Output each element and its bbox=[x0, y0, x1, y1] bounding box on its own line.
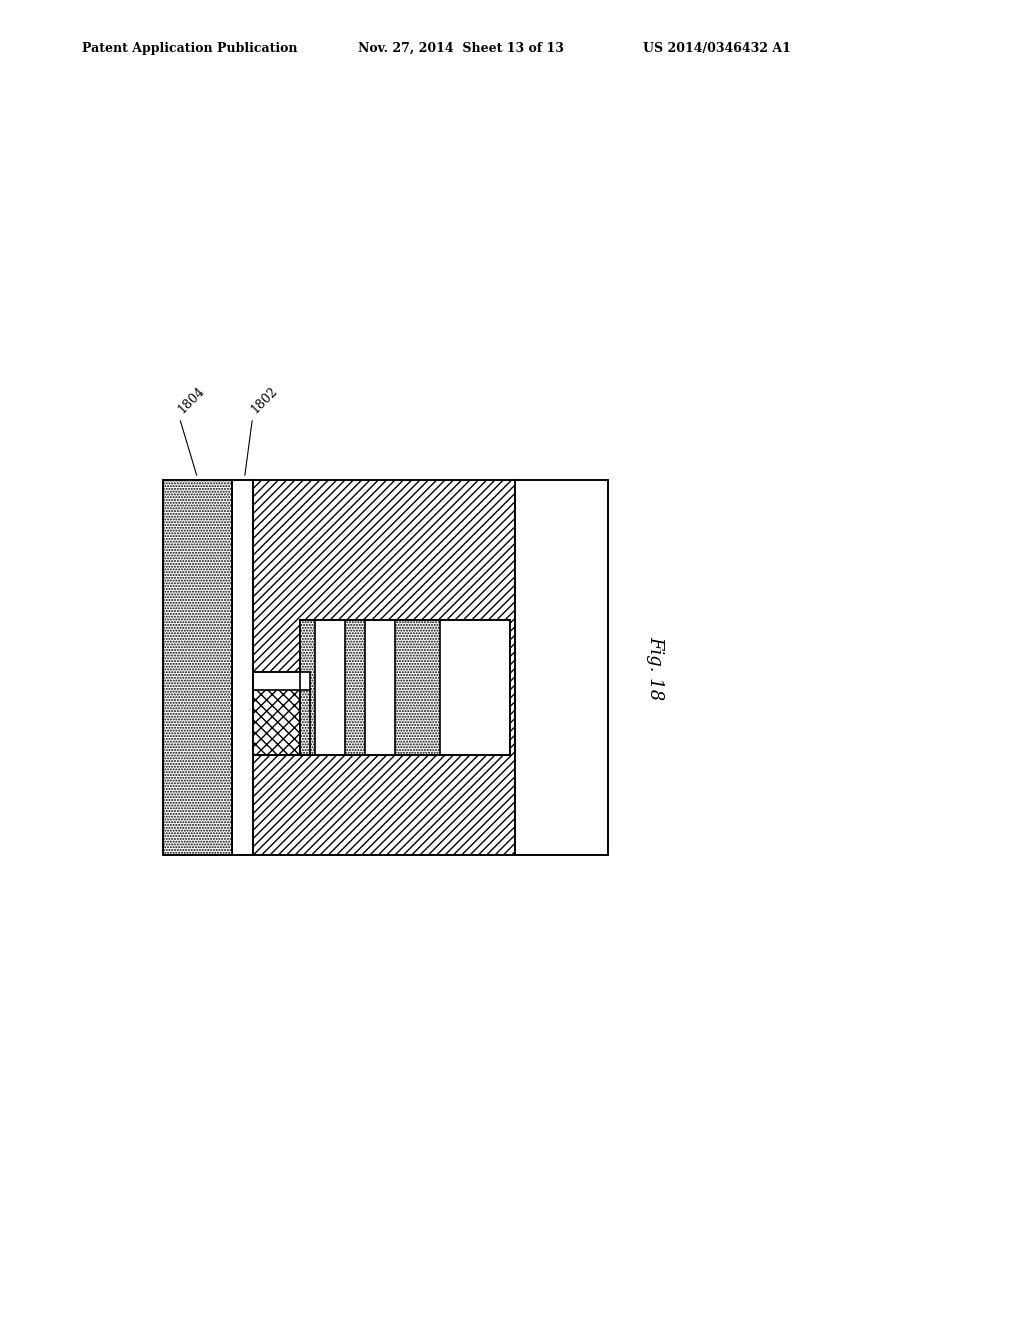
Text: Nov. 27, 2014  Sheet 13 of 13: Nov. 27, 2014 Sheet 13 of 13 bbox=[358, 42, 564, 55]
Bar bbox=[315, 620, 345, 755]
Text: 1804: 1804 bbox=[175, 384, 207, 416]
Text: Patent Application Publication: Patent Application Publication bbox=[82, 42, 298, 55]
Bar bbox=[253, 480, 515, 855]
Bar bbox=[163, 480, 608, 855]
Text: 1802: 1802 bbox=[249, 384, 281, 416]
Bar bbox=[163, 480, 232, 855]
Text: Fig. 18: Fig. 18 bbox=[646, 636, 664, 700]
Bar bbox=[515, 480, 608, 855]
Bar bbox=[232, 480, 253, 855]
Bar bbox=[253, 672, 310, 690]
Bar bbox=[253, 672, 300, 755]
Text: US 2014/0346432 A1: US 2014/0346432 A1 bbox=[643, 42, 791, 55]
Bar bbox=[365, 620, 395, 755]
Bar bbox=[440, 620, 510, 755]
Bar bbox=[300, 620, 510, 755]
